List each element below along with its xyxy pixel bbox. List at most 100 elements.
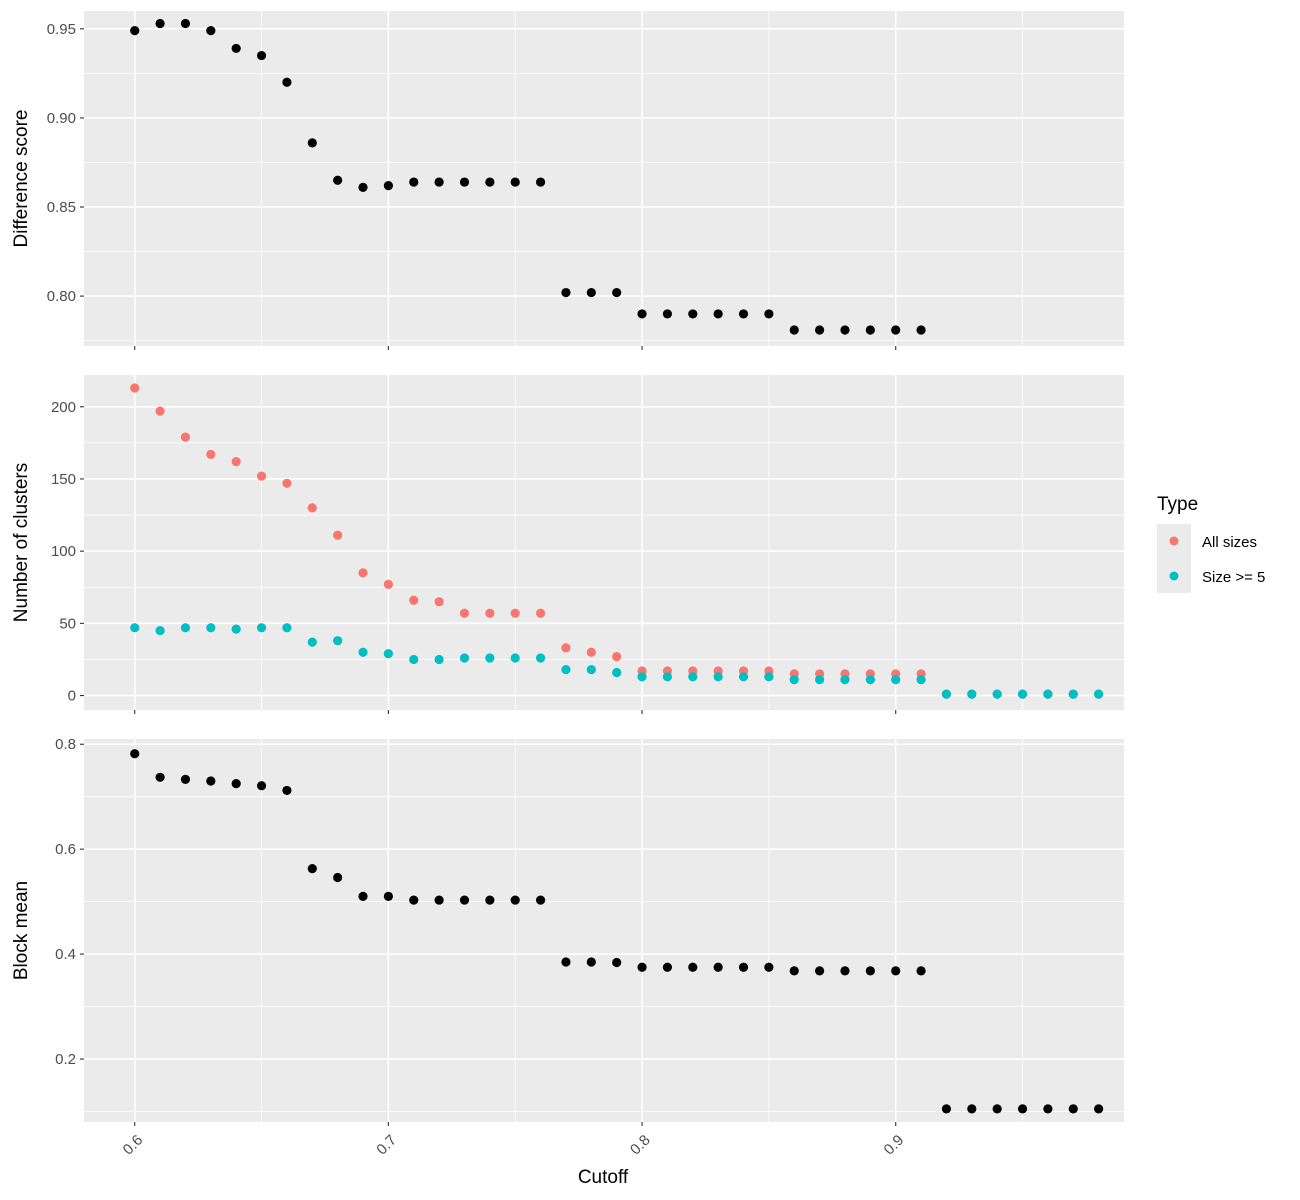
data-point — [1094, 689, 1104, 699]
data-point — [713, 309, 723, 319]
data-point — [434, 654, 444, 665]
data-point — [688, 309, 698, 319]
data-point — [409, 595, 419, 605]
data-point — [662, 309, 673, 319]
data-point — [967, 689, 977, 699]
data-point — [459, 653, 470, 663]
panel-background — [84, 375, 1124, 710]
data-point — [916, 325, 926, 335]
data-point — [738, 309, 749, 319]
data-point — [180, 774, 191, 784]
y-axis-title: Difference score — [11, 110, 32, 248]
y-tick-label: 0.90 — [47, 110, 76, 127]
data-point — [789, 966, 799, 976]
data-point — [713, 672, 723, 682]
data-point — [180, 432, 191, 442]
data-point — [282, 77, 292, 87]
series-points — [130, 18, 926, 335]
data-point — [1017, 1104, 1028, 1114]
data-point — [130, 623, 140, 633]
data-point — [333, 872, 343, 883]
data-point — [688, 672, 698, 682]
y-tick-label: 0.8 — [55, 736, 76, 753]
data-point — [231, 43, 241, 54]
data-point — [206, 776, 216, 786]
y-tick-label: 0.80 — [47, 288, 76, 305]
data-point — [586, 664, 596, 675]
data-point — [333, 530, 343, 540]
data-point — [434, 895, 444, 905]
data-point — [155, 406, 165, 416]
series-size-5 — [130, 623, 1104, 699]
data-point — [1068, 1104, 1078, 1114]
data-point — [561, 957, 571, 967]
data-point — [155, 772, 165, 782]
data-point — [485, 177, 495, 187]
data-point — [282, 785, 292, 796]
data-point — [307, 503, 317, 513]
data-point — [1017, 689, 1028, 699]
data-point — [586, 647, 596, 657]
data-point — [738, 962, 749, 972]
data-point — [815, 325, 825, 335]
data-point — [256, 50, 267, 61]
legend: Type All sizes Size >= 5 — [1157, 494, 1265, 593]
data-point — [459, 895, 470, 905]
series-points — [130, 749, 1104, 1114]
data-point — [764, 309, 774, 319]
data-point — [409, 654, 419, 665]
data-point — [256, 471, 267, 481]
legend-title: Type — [1157, 494, 1198, 515]
data-point — [612, 667, 622, 678]
data-point — [434, 597, 444, 607]
data-point — [612, 651, 622, 662]
data-point — [535, 608, 546, 618]
y-axis-title: Number of clusters — [11, 463, 32, 622]
data-point — [1043, 689, 1053, 699]
data-point — [383, 181, 393, 191]
data-point — [865, 966, 875, 976]
data-point — [815, 966, 825, 976]
data-point — [738, 672, 749, 682]
chart-panels: 0.80 0.85 0.90 0.95 Difference score 0 50 100 15… — [11, 11, 1124, 1158]
data-point — [307, 637, 317, 647]
data-point — [688, 962, 698, 972]
data-point — [510, 608, 520, 618]
data-point — [155, 625, 165, 636]
data-point — [282, 623, 292, 633]
y-tick-label: 50 — [59, 615, 76, 632]
data-point — [992, 1104, 1002, 1114]
data-point — [206, 26, 216, 36]
data-point — [459, 608, 470, 618]
legend-key-all-sizes — [1169, 536, 1179, 546]
panel-middle: 0 50 100 150 200 Number of clusters — [11, 375, 1124, 714]
data-point — [865, 325, 875, 335]
data-point — [510, 177, 520, 187]
data-point — [307, 138, 317, 148]
data-point — [637, 309, 647, 319]
data-point — [231, 457, 241, 467]
data-point — [307, 863, 317, 874]
data-point — [891, 675, 901, 685]
data-point — [358, 182, 368, 193]
data-point — [840, 325, 850, 335]
data-point — [409, 895, 419, 905]
y-tick-label: 0 — [68, 688, 76, 705]
data-point — [256, 781, 267, 791]
data-point — [459, 177, 470, 187]
x-axis-title: Cutoff — [578, 1167, 629, 1188]
data-point — [535, 895, 546, 905]
data-point — [180, 18, 191, 29]
x-tick-label: 0.7 — [373, 1132, 400, 1159]
y-tick-label: 100 — [51, 543, 76, 560]
legend-key-size-5 — [1169, 571, 1179, 581]
panel-bottom: 0.2 0.4 0.6 0.8 0.6 0.7 0.8 0.9 Block mean — [11, 736, 1124, 1158]
y-tick-label: 0.95 — [47, 21, 76, 38]
data-point — [155, 18, 165, 29]
data-point — [535, 653, 546, 663]
data-point — [662, 962, 673, 972]
data-point — [1068, 689, 1078, 699]
data-point — [992, 689, 1002, 699]
data-point — [840, 966, 850, 976]
